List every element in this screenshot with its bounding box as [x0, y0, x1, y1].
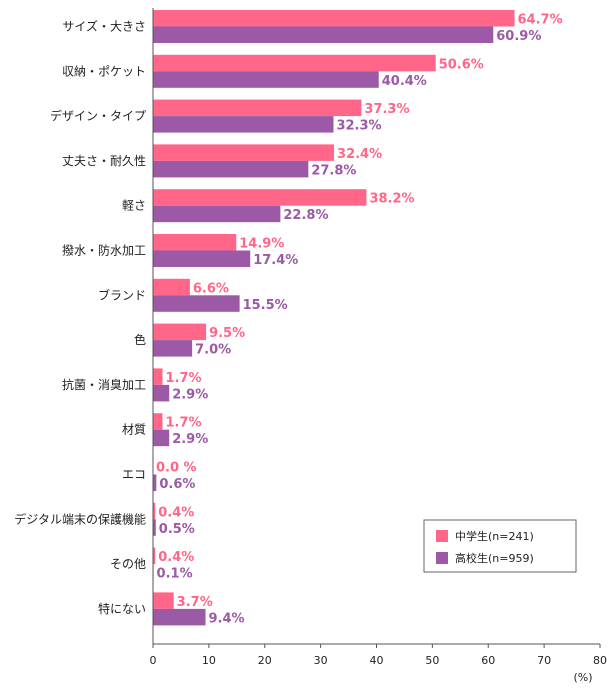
data-label: 27.8%: [311, 163, 356, 178]
legend-swatch: [436, 530, 448, 542]
category-label: 特にない: [98, 601, 146, 616]
bar-junior-high: [153, 10, 515, 27]
legend-swatch: [436, 552, 448, 564]
bar-high-school: [153, 71, 379, 88]
category-label: 収納・ポケット: [62, 64, 146, 78]
data-label: 64.7%: [518, 13, 563, 28]
bar-junior-high: [153, 323, 207, 341]
bar-high-school: [153, 205, 281, 223]
bar-high-school: [153, 474, 157, 491]
category-label: ブランド: [98, 287, 146, 302]
x-tick-label: 0: [150, 654, 157, 667]
value-labels: 64.7%60.9% 50.6% 40.4% 37.3% 32.3% 32.4%27.8%…: [156, 13, 563, 627]
legend-box: [423, 519, 577, 573]
data-label: 3.7%: [177, 595, 213, 610]
data-label: 32.3%: [336, 119, 381, 134]
bar-high-school: [153, 384, 170, 402]
category-label: 材質: [122, 422, 146, 437]
category-label: サイズ・大きさ: [62, 19, 146, 34]
bar-junior-high: [153, 502, 156, 520]
x-axis-unit-label: (%): [573, 671, 592, 684]
x-tick-label: 10: [202, 654, 216, 667]
bar-high-school: [153, 519, 156, 536]
category-labels: サイズ・大きさ収納・ポケットデザイン・タイプ丈夫さ・耐久性軽さ撥水・防水加工ブラ…: [14, 19, 146, 616]
category-label: 丈夫さ・耐久性: [62, 154, 146, 168]
category-label: デザイン・タイプ: [50, 108, 146, 123]
category-label: 色: [134, 333, 146, 347]
bar-high-school: [153, 429, 170, 447]
data-label: 6.6%: [193, 281, 229, 296]
data-label: 0.4%: [158, 550, 194, 565]
category-label: 抗菌・消臭加工: [62, 377, 146, 392]
bars-group: [153, 10, 515, 626]
category-label: デジタル端末の保護機能: [14, 511, 146, 526]
legend-label: 高校生(n=959): [455, 551, 534, 565]
bar-high-school: [153, 26, 494, 43]
x-tick-label: 70: [537, 654, 551, 667]
data-label: 60.9%: [496, 29, 541, 44]
legend: 中学生(n=241) 高校生(n=959): [423, 519, 577, 573]
category-label: 撥水・防水加工: [62, 243, 146, 258]
data-label: 0.5%: [159, 522, 195, 537]
data-label: 2.9%: [172, 432, 208, 447]
bar-junior-high: [153, 278, 190, 296]
legend-label: 中学生(n=241): [455, 529, 534, 543]
data-label: 40.4%: [382, 74, 427, 89]
data-label: 38.2%: [369, 192, 414, 207]
data-label: 0.0 %: [156, 461, 197, 476]
x-tick-label: 60: [481, 654, 495, 667]
bar-high-school: [153, 116, 334, 133]
data-label: 0.4%: [158, 505, 194, 520]
data-label: 15.5%: [243, 298, 288, 313]
data-label: 32.4%: [337, 147, 382, 162]
data-label: 1.7%: [165, 416, 201, 431]
x-tick-label: 40: [370, 654, 384, 667]
data-label: 7.0%: [195, 343, 231, 358]
bar-junior-high: [153, 189, 367, 206]
x-tick-label: 20: [258, 654, 272, 667]
bar-junior-high: [153, 99, 362, 117]
bar-high-school: [153, 250, 251, 267]
bar-junior-high: [153, 234, 237, 251]
data-label: 1.7%: [165, 371, 201, 386]
bar-junior-high: [153, 54, 436, 72]
bar-junior-high: [153, 547, 156, 565]
data-label: 14.9%: [239, 237, 284, 252]
bar-high-school: [153, 160, 309, 178]
bar-junior-high: [153, 368, 163, 385]
category-label: エコ: [122, 468, 146, 482]
x-tick-label: 30: [314, 654, 328, 667]
data-label: 22.8%: [283, 208, 328, 223]
data-label: 0.6%: [159, 477, 195, 492]
data-label: 17.4%: [253, 253, 298, 268]
x-tick-label: 50: [425, 654, 439, 667]
data-label: 9.5%: [209, 326, 245, 341]
bar-high-school: [153, 340, 193, 357]
bar-junior-high: [153, 413, 163, 430]
data-label: 0.1%: [157, 567, 193, 582]
data-label: 50.6%: [439, 57, 484, 72]
x-tick-label: 80: [593, 654, 607, 667]
data-label: 2.9%: [172, 387, 208, 402]
data-label: 37.3%: [364, 102, 409, 117]
bar-junior-high: [153, 592, 174, 609]
data-label: 9.4%: [209, 611, 245, 626]
bar-junior-high: [153, 144, 335, 161]
category-label: 軽さ: [122, 199, 146, 213]
category-label: その他: [110, 557, 146, 571]
bar-high-school: [153, 295, 240, 312]
x-axis: (%) 0 10 20 30 40 50 60 70 80: [150, 8, 607, 684]
bar-high-school: [153, 608, 206, 626]
